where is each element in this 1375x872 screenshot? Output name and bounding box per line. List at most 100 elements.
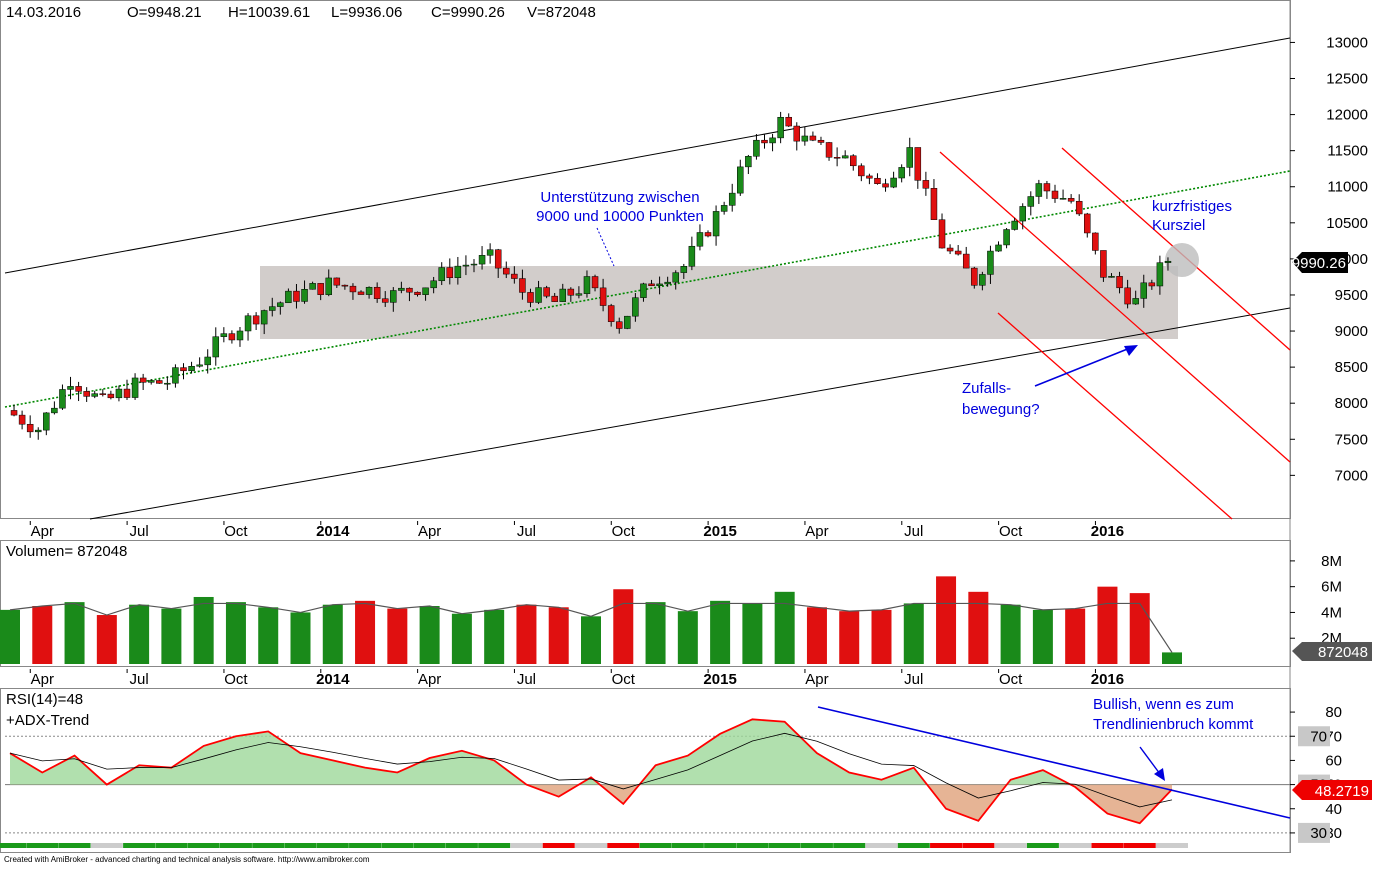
adx-strip-segment — [252, 843, 285, 848]
x-tick-label: Apr — [31, 671, 54, 688]
adx-strip-segment — [413, 843, 446, 848]
red-channel-lower — [997, 312, 1233, 520]
header-close: C=9990.26 — [431, 4, 505, 21]
adx-strip-segment — [736, 843, 769, 848]
volume-tick-label: 6M — [1321, 579, 1342, 596]
header-low: L=9936.06 — [331, 4, 402, 21]
rsi-tick-label: 80 — [1325, 704, 1342, 721]
last-volume-tag: 872048 — [1292, 642, 1372, 661]
candle-up — [535, 287, 542, 303]
candle-up — [1156, 262, 1164, 287]
x-tick-label: Apr — [805, 671, 828, 688]
candle-up — [680, 266, 688, 273]
candle-up — [269, 306, 276, 311]
candle-down — [543, 287, 550, 297]
candle-up — [1108, 276, 1115, 278]
last-price-label: 9990.26 — [1292, 255, 1346, 272]
volume-bar-down — [355, 600, 376, 664]
volume-bar-up — [322, 604, 343, 664]
volume-bar-up — [645, 602, 666, 664]
last-price-tag: 9990.26 — [1292, 252, 1348, 273]
adx-strip-segment — [1156, 843, 1188, 848]
volume-bar-up — [1162, 652, 1182, 664]
candle-up — [43, 412, 50, 431]
ohlc-header: 14.03.2016 O=9948.21 H=10039.61 L=9936.0… — [6, 4, 596, 21]
candle-down — [519, 278, 526, 293]
candle-down — [922, 180, 930, 189]
adx-strip-segment — [26, 843, 59, 848]
candle-up — [688, 245, 696, 267]
candle-up — [890, 177, 897, 188]
volume-bar-down — [839, 611, 860, 664]
volume-tick-label: 4M — [1321, 604, 1342, 621]
candle-up — [390, 290, 397, 303]
adx-strip-segment — [1059, 843, 1092, 848]
candle-up — [309, 283, 316, 290]
adx-strip-segment — [800, 843, 833, 848]
adx-strip-segment — [671, 843, 704, 848]
candle-down — [107, 393, 115, 399]
candle-down — [333, 277, 341, 286]
adx-strip-segment — [607, 843, 640, 848]
adx-strip-segment — [155, 843, 188, 848]
candle-down — [761, 139, 768, 144]
volume-bar-up — [129, 604, 150, 664]
candle-up — [906, 147, 913, 168]
candle-up — [995, 244, 1002, 252]
candle-down — [10, 410, 18, 416]
price-panel — [0, 0, 1291, 519]
x-tick-label: 2016 — [1091, 671, 1124, 688]
header-volume: V=872048 — [527, 4, 596, 21]
x-tick-label: 2015 — [703, 523, 736, 540]
x-tick-label: Jul — [904, 523, 923, 540]
candle-down — [962, 253, 970, 269]
footer-credit: Created with AmiBroker - advanced charti… — [4, 855, 370, 864]
rsi-layer — [5, 718, 1290, 834]
rsi-signal-line — [9, 732, 1173, 808]
candle-down — [954, 250, 962, 255]
volume-bars-layer — [0, 576, 1182, 664]
support-annotation-line1: Unterstützung zwischen — [540, 189, 699, 206]
candle-down — [406, 287, 413, 293]
candle-down — [866, 175, 873, 179]
candle-down — [1100, 250, 1107, 278]
random-arrow — [1034, 345, 1138, 387]
candle-up — [67, 386, 74, 390]
target-annotation-line2: Kursziel — [1152, 217, 1205, 234]
x-tick-label: Jul — [517, 671, 536, 688]
bullish-annotation-line2: Trendlinienbruch kommt — [1093, 716, 1254, 733]
candle-up — [1003, 229, 1010, 246]
adx-strip-segment — [1091, 843, 1124, 848]
rsi-level-box — [1298, 822, 1330, 843]
candle-down — [1124, 287, 1131, 305]
candle-down — [156, 380, 163, 384]
candle-up — [583, 276, 591, 294]
candle-up — [260, 310, 268, 325]
candle-up — [164, 382, 171, 385]
price-tick-label: 11000 — [1327, 179, 1368, 196]
volume-bar-up — [742, 603, 763, 664]
candle-down — [567, 288, 575, 296]
x-tick-label: 2016 — [1091, 523, 1124, 540]
candle-down — [833, 157, 841, 159]
candle-up — [728, 192, 736, 206]
volume-bar-down — [548, 607, 569, 664]
candle-down — [228, 333, 236, 341]
x-tick-label: Oct — [224, 523, 248, 540]
adx-strip-segment — [897, 843, 930, 848]
candle-down — [551, 295, 558, 302]
volume-bar-down — [96, 615, 117, 664]
volume-bar-down — [806, 607, 827, 664]
candle-up — [624, 315, 631, 329]
candle-up — [640, 283, 647, 298]
support-pointer — [596, 227, 615, 267]
adx-strip-segment — [1026, 843, 1059, 848]
x-tick-label: 2014 — [316, 671, 350, 688]
candle-down — [18, 414, 26, 425]
adx-strip-segment — [639, 843, 672, 848]
x-tick-label: Jul — [517, 523, 536, 540]
candle-down — [293, 290, 300, 302]
adx-strip-segment — [0, 843, 26, 848]
candle-up — [188, 365, 195, 372]
candle-up — [559, 288, 567, 302]
